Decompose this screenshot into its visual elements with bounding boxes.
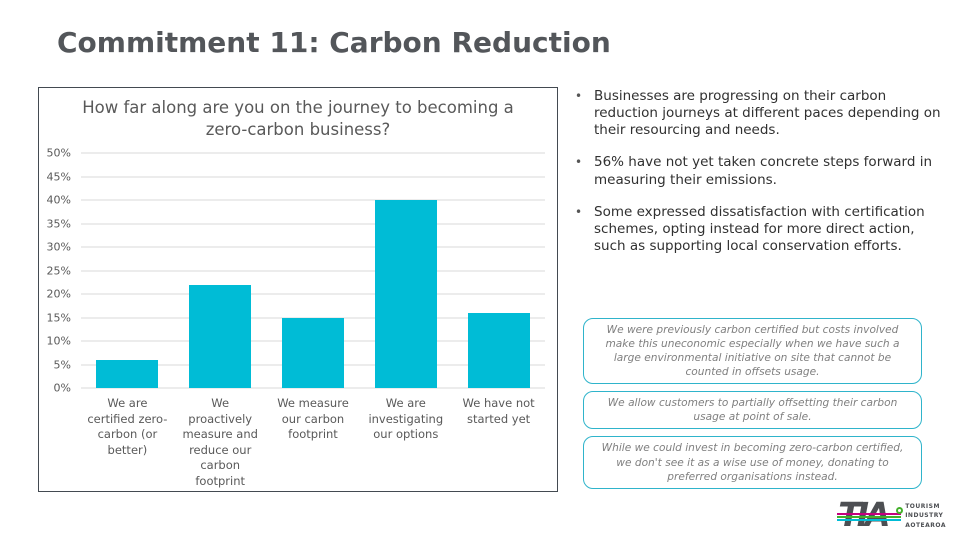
bullet-marker: • [575,204,583,219]
bullet-text: Businesses are progressing on their carb… [594,88,941,139]
bullet-item: • Some expressed dissatisfaction with cer… [575,204,947,255]
x-axis-label: We proactively measure and reduce our ca… [182,396,258,488]
bar-column [359,153,452,388]
logo-caption-line: INDUSTRY [905,512,944,520]
bullet-item: • 56% have not yet taken concrete steps f… [575,154,947,188]
bar-column [452,153,545,388]
bars-row [81,153,545,388]
y-tick-label: 10% [46,334,71,348]
quote-boxes: We were previously carbon certified but … [583,318,922,496]
chart-plot-area: 0% 5% 10% 15% 20% 25% 30% 35% 40% 45% 50% [47,147,545,395]
gridline [81,387,545,389]
koru-icon [896,507,904,514]
logo-caption-line: TOURISM [905,502,940,510]
x-axis-labels: We are certified zero-carbon (or better)… [81,396,545,489]
bullet-list: • Businesses are progressing on their car… [575,88,947,270]
quote-box: While we could invest in becoming zero-c… [583,436,922,489]
bar-4 [374,200,437,388]
bar-column [174,153,267,388]
y-tick-label: 20% [46,287,71,301]
x-axis-label: We are certified zero-carbon (or better) [87,396,168,457]
y-tick-label: 50% [46,146,71,160]
bullet-marker: • [575,89,583,103]
bar-column [81,153,174,388]
tia-logo-caption: TOURISM INDUSTRY AOTEAROA [905,502,946,531]
quote-box: We were previously carbon certified but … [583,318,922,385]
page-title: Commitment 11: Carbon Reduction [57,26,611,59]
gridline [81,223,545,224]
bar-5 [467,312,530,388]
quote-box: We allow customers to partially offsetti… [583,391,922,430]
bullet-item: • Businesses are progressing on their car… [575,88,947,139]
y-tick-label: 40% [46,193,71,207]
chart-panel: How far along are you on the journey to … [38,87,558,492]
tia-logo-mark: TIA [837,495,904,534]
y-tick-label: 35% [46,217,71,230]
logo-stripe-magenta [837,513,902,515]
logo-stripe-cyan [837,519,902,521]
gridline [81,199,545,201]
gridline [81,293,545,295]
y-tick-label: 30% [46,240,71,254]
gridline [81,152,545,154]
y-tick-label: 25% [46,264,71,277]
bullet-text: 56% have not yet taken concrete steps fo… [594,154,933,188]
bar-3 [281,317,345,388]
bullet-text: Some expressed dissatisfaction with cert… [594,203,925,254]
bar-column [267,153,360,388]
x-axis-label: We have not started yet [462,396,535,426]
gridline [81,176,545,177]
bullet-marker: • [575,155,583,170]
logo-caption-line: AOTEAROA [905,521,946,529]
chart-title: How far along are you on the journey to … [82,98,514,139]
y-tick-label: 5% [53,358,71,371]
y-tick-label: 45% [46,170,71,183]
x-axis-label: We measure our carbon footprint [277,396,349,442]
y-tick-label: 15% [46,311,71,324]
x-axis-label: We are investigating our options [368,396,444,442]
bar-2 [189,284,252,388]
logo-stripe-green [837,516,902,518]
bar-1 [96,359,159,388]
gridline [81,246,545,248]
y-tick-label: 0% [53,381,71,395]
gridline [81,270,545,271]
